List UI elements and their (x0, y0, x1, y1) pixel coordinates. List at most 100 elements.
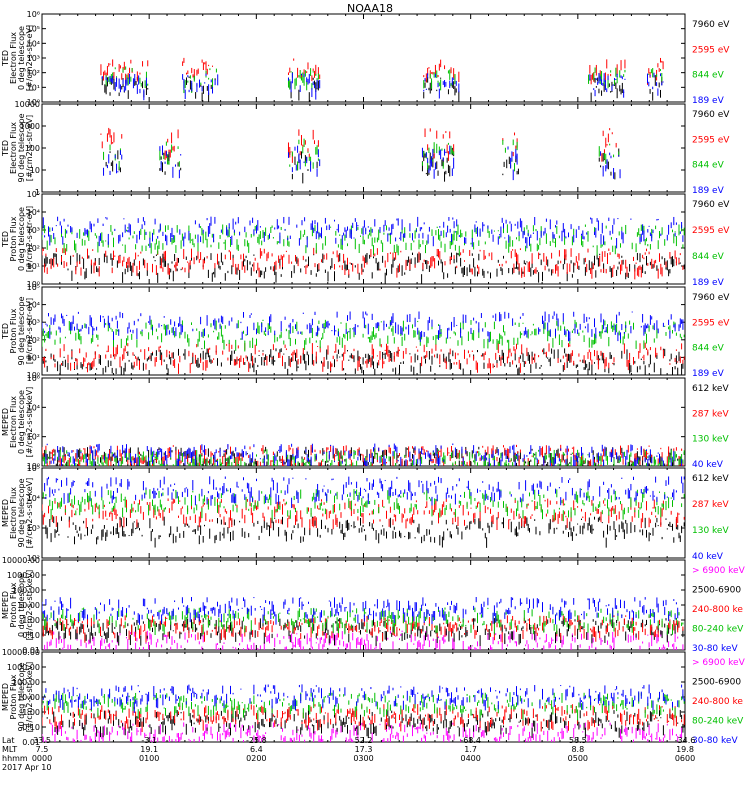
y-axis-label: TEDProton Flux0 deg telescope[#/cm2-s-st… (1, 206, 34, 272)
y-tick-label: 10³ (27, 524, 40, 533)
y-axis-label: MEPEDElectron Flux90 deg telescope[#/cm2… (1, 478, 34, 549)
y-axis-label-line: [#/cm2-s-str-keV] (25, 387, 34, 458)
y-axis-label-line: Proton Flux (9, 308, 18, 353)
y-axis-label-line: 0 deg telescope (17, 390, 26, 454)
y-tick-label: 1 (35, 188, 40, 197)
y-axis-label-line: 0 deg telescope (17, 26, 26, 90)
y-tick-label: 10¹ (27, 262, 40, 271)
y-tick-label: 10000 (15, 100, 40, 109)
y-tick-label: 10⁴ (27, 208, 40, 217)
legend-entry: 189 eV (692, 369, 725, 379)
y-axis-label: TEDProton Flux90 deg telescope[#/cm2-s-s… (1, 296, 34, 365)
y-axis-label-line: [#/cm2-s-str-eV] (25, 298, 34, 364)
legend-entry: 7960 eV (692, 200, 730, 210)
y-tick-label: 1000 (20, 122, 40, 131)
chart-title: NOAA18 (347, 2, 393, 15)
y-axis-label-line: 0 deg telescope (17, 207, 26, 271)
y-axis-label-line: Electron Flux (9, 396, 18, 448)
y-tick-label: 10² (27, 433, 40, 442)
y-axis-label-line: Electron Flux (9, 487, 18, 539)
y-axis-label-line: TED (1, 140, 10, 157)
y-tick-label: 10⁵ (27, 464, 40, 473)
y-tick-label: 10 (30, 166, 40, 175)
y-axis-label: TEDElectron Flux90 deg telescope[#/cm2-s… (1, 113, 34, 182)
y-tick-label: 10⁰ (27, 280, 40, 289)
legend-entry: 844 eV (692, 344, 725, 354)
legend-entry: 7960 eV (692, 293, 730, 303)
panel-4: 10⁰ 10¹ 10² 10³ 10⁴ 10⁵ TEDProton Flux90 deg t… (1, 283, 730, 380)
y-axis-label-line: MEPED (1, 499, 10, 527)
y-axis-label-line: 90 deg telescope (17, 113, 26, 182)
data-marks (100, 57, 664, 102)
legend-entry: 844 eV (692, 161, 725, 171)
y-tick-label: 10⁵ (27, 283, 40, 292)
y-axis-label-line: 90 deg telescope (17, 296, 26, 365)
legend-entry: 189 eV (692, 186, 725, 196)
y-tick-label: 10³ (27, 226, 40, 235)
y-axis-label-line: [#/cm2-s-str-eV] (25, 115, 34, 181)
y-tick-label: 10⁰ (27, 462, 40, 471)
legend-entry: 2595 eV (692, 135, 730, 145)
y-tick-label: 10³ (27, 318, 40, 327)
y-tick-label: 10³ (27, 54, 40, 63)
legend-entry: 612 keV (692, 384, 729, 394)
data-marks (42, 311, 685, 375)
data-marks (42, 443, 685, 466)
y-tick-label: 10⁵ (27, 25, 40, 34)
y-tick-label: 10⁶ (27, 374, 40, 383)
panel-5: 10⁰ 10² 10⁴ 10⁶ MEPEDElectron Flux0 deg tele… (1, 374, 729, 471)
panel-2: 1 10 100 1000 10000 TEDElectron Flux90 deg te… (1, 100, 730, 197)
y-tick-label: 10⁵ (27, 190, 40, 199)
panel-1: 10⁰ 10¹ 10² 10³ 10⁴ 10⁵ 10⁶ TEDElectron Flux0 d… (1, 10, 730, 107)
y-axis-label-line: Electron Flux (9, 122, 18, 174)
legend-entry: 612 keV (692, 474, 729, 484)
y-axis-label-line: Proton Flux (9, 216, 18, 261)
panel-frame (41, 467, 686, 559)
y-tick-label: 10⁰ (27, 98, 40, 107)
y-axis-label-line: TED (1, 50, 10, 67)
panel-frame (41, 13, 686, 103)
y-axis-label-line: Electron Flux (9, 32, 18, 84)
data-marks (100, 127, 621, 184)
y-tick-label: 10¹ (27, 83, 40, 92)
y-tick-label: 10² (27, 69, 40, 78)
y-axis-label-line: TED (1, 231, 10, 248)
y-axis-label: TEDElectron Flux0 deg telescope[#/cm2-s-… (1, 25, 34, 91)
data-marks (42, 216, 685, 284)
y-axis-label-line: MEPED (1, 408, 10, 436)
legend-entry: 287 keV (692, 409, 729, 419)
legend-entry: 2595 eV (692, 45, 730, 55)
y-axis-label-line: [#/cm2-s-str-keV] (25, 478, 34, 549)
y-axis-label-line: TED (1, 323, 10, 340)
panel-3: 10⁰ 10¹ 10² 10³ 10⁴ 10⁵ TEDProton Flux0 deg te… (1, 190, 730, 289)
legend-entry: 7960 eV (692, 20, 730, 30)
y-tick-label: 10⁴ (27, 403, 40, 412)
legend-entry: 844 eV (692, 71, 725, 81)
legend-entry: 189 eV (692, 278, 725, 288)
y-axis-label-line: [#/cm2-s-str-eV] (25, 25, 34, 91)
legend-entry: 40 keV (692, 552, 724, 562)
y-tick-label: 10⁴ (27, 301, 40, 310)
legend-entry: 2595 eV (692, 318, 730, 328)
y-axis-label: MEPEDElectron Flux0 deg telescope[#/cm2-… (1, 387, 34, 458)
legend-entry: 844 eV (692, 252, 725, 262)
y-tick-label: 100 (25, 144, 40, 153)
legend-entry: 2595 eV (692, 226, 730, 236)
legend-entry: 130 keV (692, 526, 729, 536)
y-tick-label: 10¹ (27, 353, 40, 362)
legend-entry: 7960 eV (692, 110, 730, 120)
panel-frame (41, 103, 686, 193)
y-tick-label: 10² (27, 244, 40, 253)
y-tick-label: 10⁶ (27, 10, 40, 19)
legend-entry: 287 keV (692, 500, 729, 510)
y-tick-label: 10⁴ (27, 39, 40, 48)
y-tick-label: 10⁰ (27, 371, 40, 380)
y-axis-label-line: [#/cm2-s-str-eV] (25, 206, 34, 272)
legend-entry: 130 keV (692, 435, 729, 445)
y-axis-label-line: 90 deg telescope (17, 478, 26, 547)
legend-entry: 40 keV (692, 460, 724, 470)
y-tick-label: 10⁴ (27, 494, 40, 503)
y-tick-label: 10² (27, 336, 40, 345)
